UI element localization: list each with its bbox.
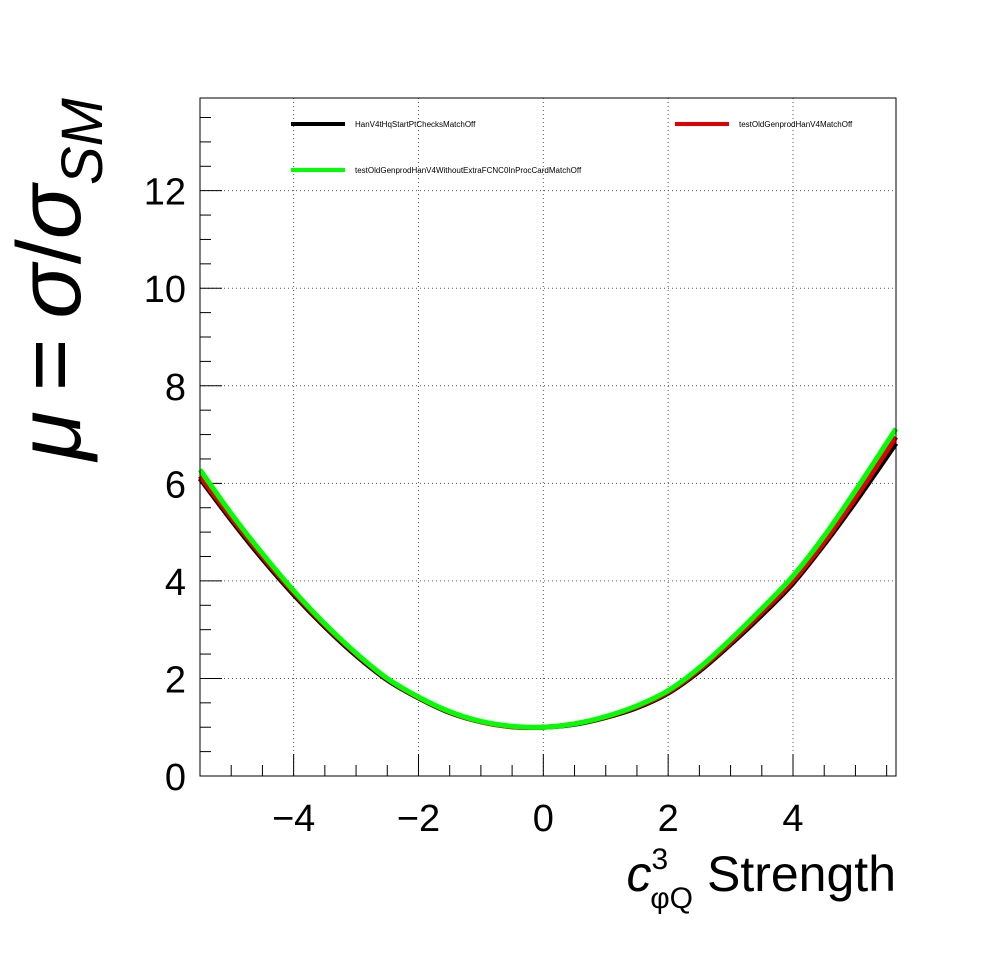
- plot-frame: [199, 97, 897, 777]
- x-tick-label-0: −4: [272, 798, 315, 840]
- x-axis-title-superscript: 3: [652, 843, 669, 876]
- y-axis-title: μ=σ/σSM: [0, 97, 115, 462]
- legend-label-1: testOldGenprodHanV4MatchOff: [739, 120, 853, 129]
- grid: [200, 98, 896, 776]
- y-tick-label-5: 10: [144, 269, 186, 311]
- legend-label-0: HanV4tHqStartPtChecksMatchOff: [355, 120, 476, 129]
- y-tick-label-3: 6: [165, 464, 186, 506]
- x-tick-label-4: 4: [782, 798, 803, 840]
- x-axis-title-text: Strength: [707, 846, 896, 902]
- series-lines: [197, 427, 899, 731]
- x-tick-labels: −4 −2 0 2 4: [272, 798, 804, 840]
- x-tick-label-1: −2: [397, 798, 440, 840]
- x-axis-title-subscript: φQ: [650, 882, 693, 915]
- y-axis-title-equals: =: [0, 339, 100, 392]
- legend-label-2: testOldGenprodHanV4WithoutExtraFCNC0InPr…: [355, 166, 582, 175]
- x-axis-title: c3 φQ Strength: [627, 843, 897, 915]
- series-line-2: [197, 427, 899, 730]
- y-axis-title-sigma2: σ: [0, 181, 100, 239]
- x-tick-label-2: 0: [533, 798, 554, 840]
- y-axis-title-sigma: σ: [0, 261, 100, 319]
- x-tick-label-3: 2: [658, 798, 679, 840]
- legend: HanV4tHqStartPtChecksMatchOff testOldGen…: [291, 120, 853, 175]
- y-tick-label-4: 8: [165, 367, 186, 409]
- y-axis-title-subscript: SM: [50, 97, 115, 185]
- y-axis-title-slash: /: [0, 239, 100, 264]
- y-tick-labels: 0 2 4 6 8 10 12: [144, 172, 186, 799]
- y-tick-label-0: 0: [165, 757, 186, 799]
- y-tick-label-1: 2: [165, 659, 186, 701]
- x-axis-title-symbol: c: [627, 846, 652, 902]
- y-tick-label-6: 12: [144, 172, 186, 214]
- y-axis-title-mu: μ: [0, 411, 100, 462]
- y-tick-label-2: 4: [165, 562, 186, 604]
